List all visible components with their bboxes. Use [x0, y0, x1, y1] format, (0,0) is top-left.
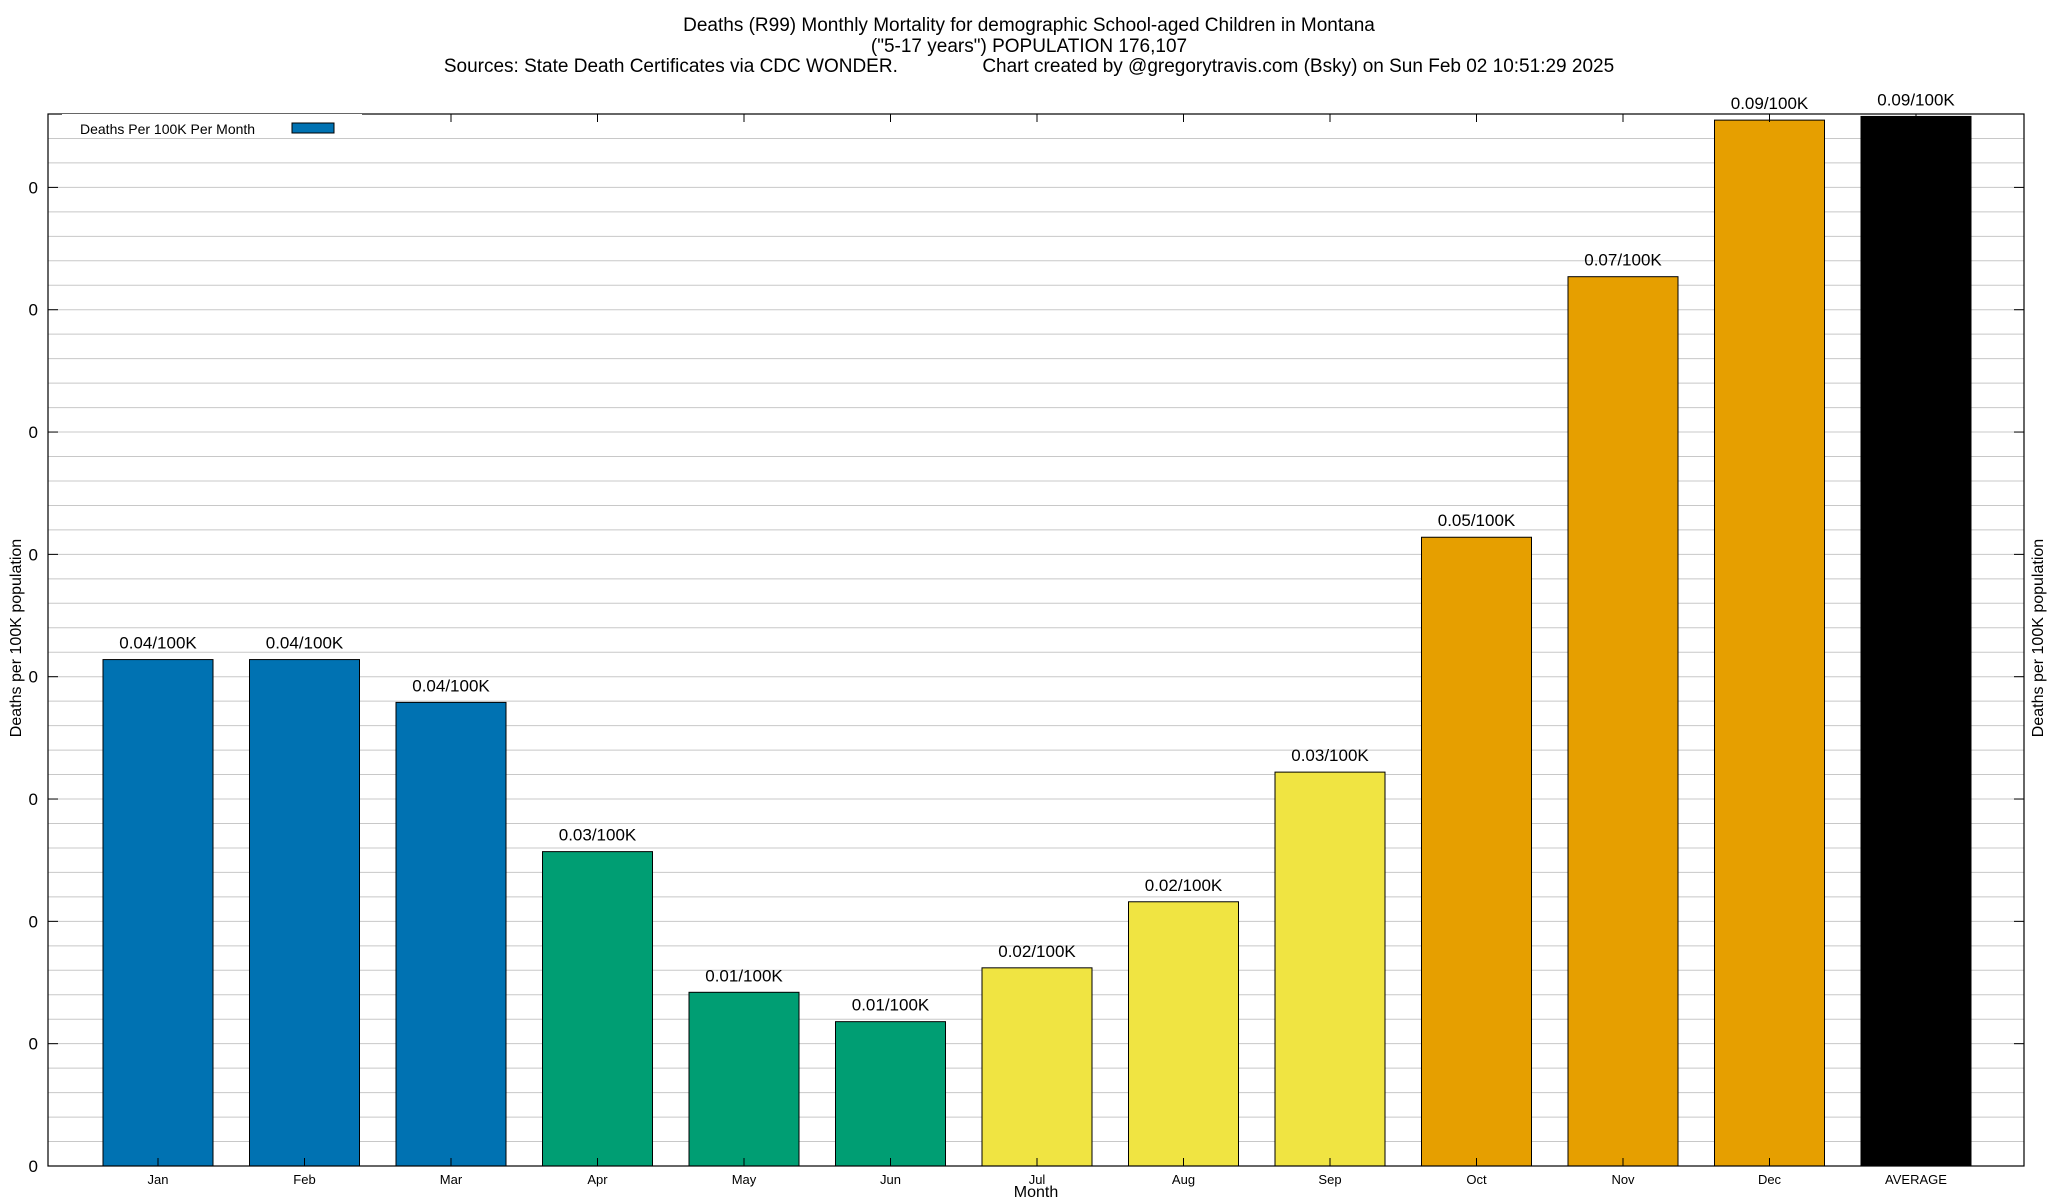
bar-label-jun: 0.01/100K	[852, 996, 930, 1015]
bar-label-average: 0.09/100K	[1877, 90, 1955, 109]
chart-title: Deaths (R99) Monthly Mortality for demog…	[444, 15, 1614, 77]
bar-label-jul: 0.02/100K	[998, 942, 1076, 961]
y-tick-label: 0	[29, 790, 38, 809]
y-axis-title-left: Deaths per 100K population	[8, 539, 25, 737]
x-tick-label-aug: Aug	[1172, 1172, 1195, 1187]
bar-jun	[835, 1021, 946, 1167]
legend: Deaths Per 100K Per Month	[62, 114, 362, 138]
y-tick-label: 0	[29, 178, 38, 197]
title-line-1: Deaths (R99) Monthly Mortality for demog…	[683, 15, 1375, 36]
bar-may	[688, 991, 800, 1167]
y-tick-label: 0	[29, 668, 38, 687]
x-tick-label-jul: Jul	[1029, 1172, 1046, 1187]
legend-swatch	[291, 122, 335, 134]
legend-label: Deaths Per 100K Per Month	[80, 121, 255, 137]
y-tick-label: 0	[29, 912, 38, 931]
y-axis-ticks: 0 0 0 0 0 0 0 0 0	[29, 178, 2024, 1176]
x-tick-label-may: May	[732, 1172, 757, 1187]
bar-label-apr: 0.03/100K	[559, 826, 637, 845]
x-tick-label-jun: Jun	[880, 1172, 901, 1187]
bar-mar	[395, 701, 507, 1167]
bar-dec	[1714, 119, 1825, 1167]
bar-label-jan: 0.04/100K	[119, 634, 197, 653]
title-line-2: ("5-17 years") POPULATION 176,107	[871, 36, 1187, 57]
grid-lines	[48, 137, 2024, 1143]
y-tick-label: 0	[29, 545, 38, 564]
x-tick-label-dec: Dec	[1758, 1172, 1782, 1187]
bar-nov	[1567, 276, 1679, 1167]
x-axis-title: Month	[1014, 1184, 1058, 1200]
bar-label-feb: 0.04/100K	[266, 634, 344, 653]
y-tick-label: 0	[29, 423, 38, 442]
bar-aug	[1128, 901, 1239, 1167]
y-axis-title-right: Deaths per 100K population	[2030, 539, 2047, 737]
x-tick-label-sep: Sep	[1318, 1172, 1341, 1187]
y-tick-label: 0	[29, 1035, 38, 1054]
bar-label-dec: 0.09/100K	[1731, 94, 1809, 113]
bar-average	[1860, 115, 1972, 1167]
bar-label-oct: 0.05/100K	[1438, 511, 1516, 530]
x-tick-label-feb: Feb	[293, 1172, 315, 1187]
plot-area-frame	[47, 113, 2025, 1167]
x-tick-label-mar: Mar	[440, 1172, 463, 1187]
bar-label-mar: 0.04/100K	[412, 676, 490, 695]
x-tick-label-apr: Apr	[587, 1172, 608, 1187]
bar-label-may: 0.01/100K	[705, 966, 783, 985]
bar-label-aug: 0.02/100K	[1145, 876, 1223, 895]
x-axis-ticks: Jan Feb Mar Apr May Jun Jul Aug Sep Oct Nov Dec AVER…	[148, 114, 1947, 1187]
bar-sep	[1274, 771, 1386, 1167]
bar-label-nov: 0.07/100K	[1584, 251, 1662, 270]
bar-feb	[249, 659, 360, 1167]
bar-oct	[1421, 536, 1532, 1167]
y-tick-label: 0	[29, 1157, 38, 1176]
bar-jul	[981, 967, 1093, 1167]
title-line-3: Sources: State Death Certificates via CD…	[444, 56, 1614, 77]
x-tick-label-jan: Jan	[148, 1172, 169, 1187]
y-tick-label: 0	[29, 301, 38, 320]
x-tick-label-nov: Nov	[1611, 1172, 1635, 1187]
bar-label-sep: 0.03/100K	[1291, 746, 1369, 765]
bar-value-labels: 0.04/100K 0.04/100K 0.04/100K 0.03/100K 0.01…	[119, 90, 1955, 1014]
bar-jan	[102, 659, 214, 1167]
bars	[102, 115, 1972, 1167]
x-tick-label-oct: Oct	[1466, 1172, 1487, 1187]
bar-apr	[542, 851, 653, 1167]
x-tick-label-average: AVERAGE	[1885, 1172, 1947, 1187]
